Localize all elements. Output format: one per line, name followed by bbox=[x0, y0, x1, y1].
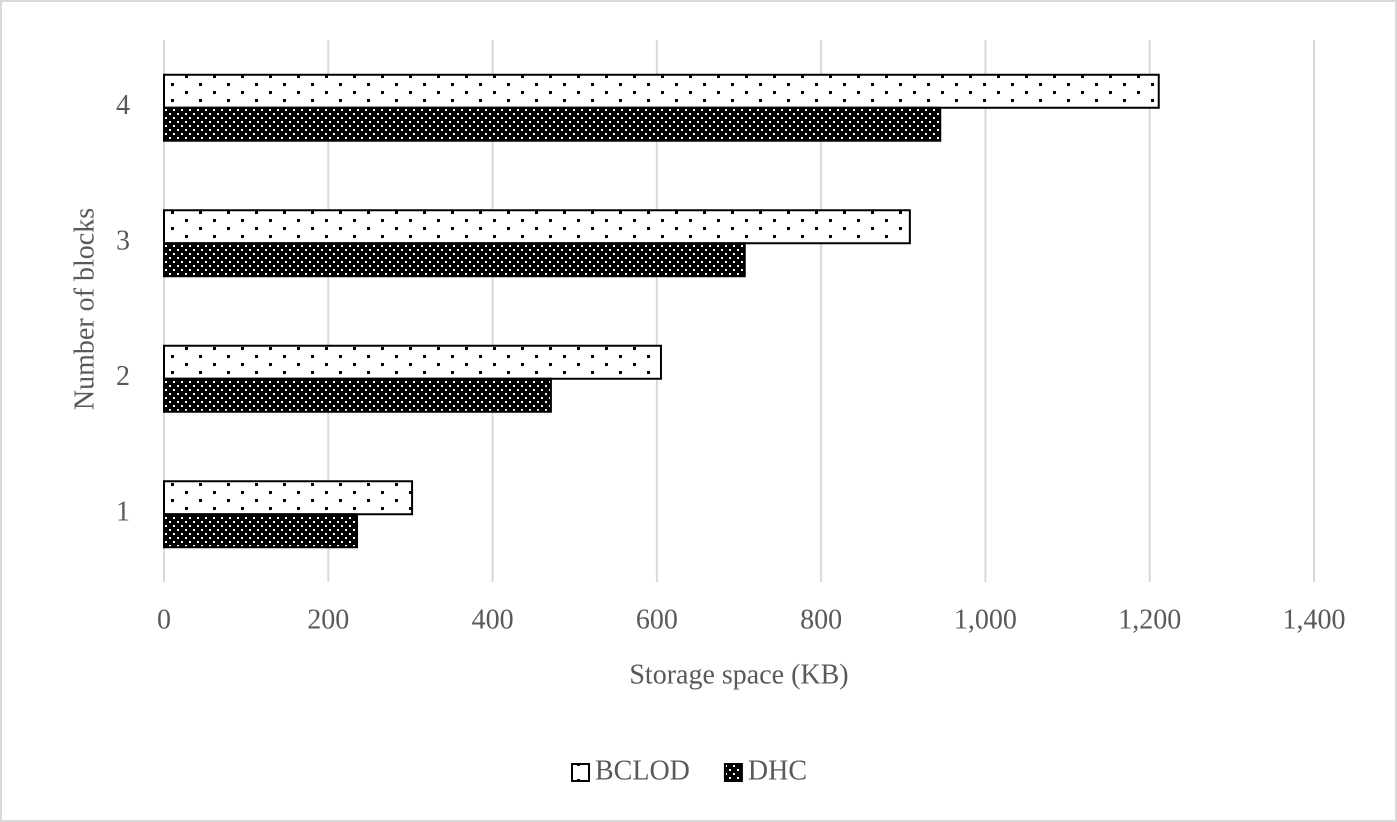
bar bbox=[163, 480, 414, 516]
y-tick-label: 1 bbox=[116, 497, 130, 528]
y-tick-label: 3 bbox=[116, 226, 130, 257]
x-axis-title: Storage space (KB) bbox=[629, 659, 848, 690]
y-tick-label: 4 bbox=[116, 90, 130, 121]
bar bbox=[163, 73, 1160, 109]
x-tick-label: 1,200 bbox=[1118, 604, 1181, 635]
bar bbox=[163, 106, 942, 142]
bar bbox=[163, 344, 662, 380]
x-tick-label: 0 bbox=[157, 604, 171, 635]
y-axis-title: Number of blocks bbox=[69, 208, 100, 410]
x-tick-label: 1,000 bbox=[954, 604, 1017, 635]
legend-swatch bbox=[571, 763, 590, 782]
bar bbox=[163, 242, 746, 278]
legend-label: DHC bbox=[748, 755, 807, 786]
x-tick-label: 600 bbox=[636, 604, 678, 635]
bar bbox=[163, 209, 911, 245]
bar bbox=[163, 513, 359, 549]
x-tick-label: 400 bbox=[472, 604, 514, 635]
x-tick-label: 800 bbox=[800, 604, 842, 635]
legend-label: BCLOD bbox=[595, 755, 690, 786]
x-tick-label: 1,400 bbox=[1283, 604, 1346, 635]
legend-swatch bbox=[723, 763, 743, 782]
bar bbox=[163, 377, 552, 413]
x-tick-label: 200 bbox=[307, 604, 349, 635]
y-tick-label: 2 bbox=[116, 361, 130, 392]
